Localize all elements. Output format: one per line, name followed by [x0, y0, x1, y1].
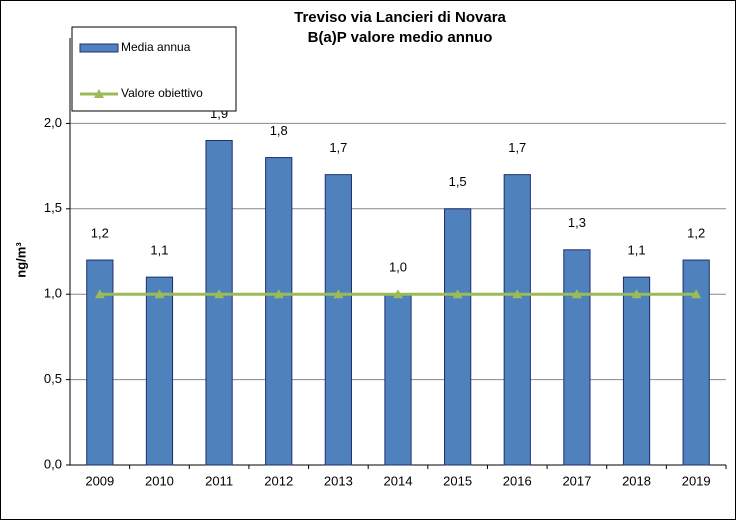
line-marker	[393, 289, 403, 299]
bar	[145, 276, 174, 466]
line-marker	[691, 289, 702, 299]
x-tick-label: 2013	[324, 473, 353, 488]
x-tick-label: 2017	[562, 473, 591, 488]
x-tick-label: 2012	[264, 473, 293, 488]
y-tick-label: 1,0	[44, 286, 62, 301]
value-label: 1,7	[329, 140, 347, 155]
y-tick-label: 2,0	[44, 115, 62, 130]
bar	[563, 249, 591, 466]
line-marker	[94, 289, 105, 299]
line-marker	[154, 289, 165, 299]
y-tick-label: 0,0	[44, 456, 62, 471]
value-label: 1,3	[568, 215, 586, 230]
line-marker	[333, 289, 344, 299]
chart-subtitle: B(a)P valore medio annuo	[308, 29, 493, 46]
bar	[265, 157, 293, 466]
x-tick-label: 2018	[622, 473, 651, 488]
value-label: 1,8	[270, 123, 288, 138]
bar	[205, 139, 233, 466]
x-tick-label: 2011	[205, 473, 233, 488]
chart-title: Treviso via Lancieri di Novara	[294, 9, 506, 26]
value-label: 1,1	[150, 243, 168, 258]
line-marker	[273, 289, 284, 299]
value-label: 1,1	[628, 243, 646, 258]
value-label: 1,0	[389, 260, 407, 275]
value-label: 1,2	[687, 225, 705, 240]
legend-marker	[94, 89, 104, 98]
bar	[622, 276, 651, 466]
value-label: 1,5	[449, 174, 467, 189]
y-tick-label: 0,5	[44, 371, 62, 386]
legend-label: Media annua	[121, 40, 191, 54]
bar	[384, 293, 412, 466]
x-tick-label: 2009	[85, 473, 114, 488]
line-marker	[452, 289, 463, 299]
legend-swatch	[79, 43, 119, 53]
bar	[503, 174, 531, 466]
y-tick-label: 1,5	[44, 200, 62, 215]
x-tick-label: 2019	[682, 473, 711, 488]
value-label: 1,7	[508, 140, 526, 155]
x-tick-label: 2014	[384, 473, 413, 488]
line-marker	[571, 289, 582, 299]
legend-label: Valore obiettivo	[121, 86, 203, 100]
line-marker	[214, 289, 225, 299]
value-label: 1,2	[91, 225, 109, 240]
x-tick-label: 2010	[145, 473, 174, 488]
x-tick-label: 2016	[503, 473, 532, 488]
bar	[324, 174, 352, 466]
bar	[444, 208, 472, 466]
line-marker	[631, 289, 642, 299]
line-marker	[512, 289, 523, 299]
x-tick-label: 2015	[443, 473, 472, 488]
y-axis-label: ng/m³	[13, 242, 28, 278]
